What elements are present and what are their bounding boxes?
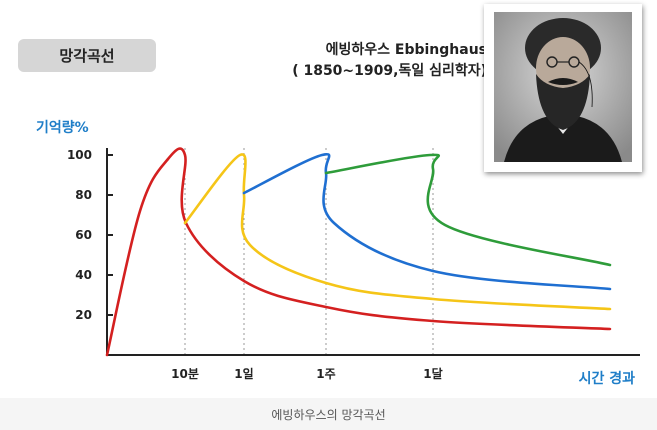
x-tick-label: 10분 [171,367,199,381]
y-axis-label: 기억량% [36,120,89,136]
y-tick-label: 20 [75,308,92,322]
person-name: 에빙하우스 Ebbinghaus [325,42,487,58]
series-line-2 [183,153,612,311]
x-axis-label: 시간 경과 [579,370,636,387]
y-tick-label: 60 [75,228,92,242]
forgetting-curve-chart: 기억량% 시간 경과 10분 1일 1주 1달 20 40 60 80 100 [36,120,640,387]
y-tick-label: 40 [75,268,92,282]
person-detail: ( 1850~1909,독일 심리학자) [292,63,487,79]
x-tick-label: 1일 [234,367,253,381]
x-tick-label: 1달 [423,367,442,381]
series-line-4 [324,153,612,267]
portrait-photo-icon [494,12,632,162]
figure: 망각곡선 에빙하우스 Ebbinghaus ( 1850~1909,독일 심리학… [18,4,642,387]
series-line-1 [105,147,612,357]
x-tick-label: 1주 [316,367,335,381]
y-tick-label: 80 [75,188,92,202]
person-info: 에빙하우스 Ebbinghaus ( 1850~1909,독일 심리학자) [292,40,487,82]
series-line-3 [242,152,612,291]
caption: 에빙하우스의 망각곡선 [0,398,657,430]
y-tick-label: 100 [67,148,92,162]
portrait-photo [484,4,642,172]
title-badge: 망각곡선 [18,39,156,72]
